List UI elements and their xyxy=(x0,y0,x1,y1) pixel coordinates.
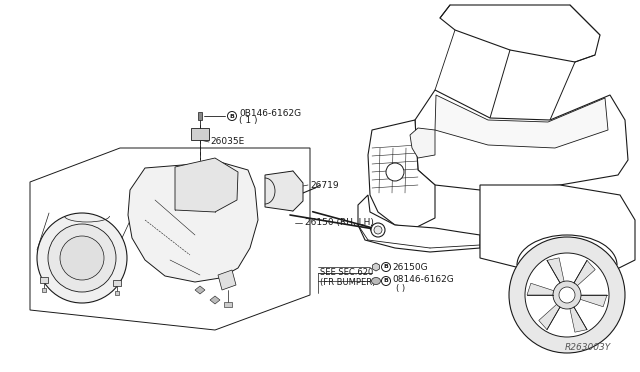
Ellipse shape xyxy=(371,278,381,285)
Bar xyxy=(198,112,202,120)
Polygon shape xyxy=(265,171,303,211)
Circle shape xyxy=(371,223,385,237)
Text: (FR BUMPER): (FR BUMPER) xyxy=(320,278,376,287)
Polygon shape xyxy=(30,148,310,330)
Polygon shape xyxy=(175,158,238,212)
Text: R263003Y: R263003Y xyxy=(565,343,611,353)
Polygon shape xyxy=(128,162,258,282)
Polygon shape xyxy=(210,296,220,304)
Circle shape xyxy=(60,236,104,280)
Polygon shape xyxy=(410,128,435,158)
Text: B: B xyxy=(383,264,388,269)
Circle shape xyxy=(227,112,237,121)
Bar xyxy=(224,302,232,307)
Bar xyxy=(40,277,48,283)
Polygon shape xyxy=(218,270,236,290)
Polygon shape xyxy=(539,304,560,330)
Circle shape xyxy=(381,263,390,272)
Text: 0B146-6162G: 0B146-6162G xyxy=(239,109,301,118)
Bar xyxy=(113,280,121,286)
Polygon shape xyxy=(579,295,607,307)
Polygon shape xyxy=(368,120,435,228)
Polygon shape xyxy=(415,90,628,190)
Text: 26719: 26719 xyxy=(310,180,339,189)
Bar xyxy=(42,288,46,292)
Polygon shape xyxy=(574,260,595,286)
Text: SEE SEC.620: SEE SEC.620 xyxy=(320,268,373,277)
Text: 08146-6162G: 08146-6162G xyxy=(392,276,454,285)
Text: B: B xyxy=(230,113,234,119)
Polygon shape xyxy=(435,95,608,148)
Circle shape xyxy=(37,213,127,303)
Polygon shape xyxy=(195,286,205,294)
Circle shape xyxy=(386,163,404,181)
Text: 26150 (RH, LH): 26150 (RH, LH) xyxy=(305,218,374,228)
Polygon shape xyxy=(570,307,587,332)
Circle shape xyxy=(374,226,382,234)
Circle shape xyxy=(559,287,575,303)
Circle shape xyxy=(525,253,609,337)
Text: ( ): ( ) xyxy=(396,285,405,294)
Circle shape xyxy=(509,237,625,353)
Polygon shape xyxy=(440,5,600,62)
Bar xyxy=(115,291,119,295)
Text: 26035E: 26035E xyxy=(210,138,244,147)
Circle shape xyxy=(381,276,390,285)
Text: B: B xyxy=(383,279,388,283)
Bar xyxy=(191,128,209,140)
Circle shape xyxy=(48,224,116,292)
Polygon shape xyxy=(480,185,635,272)
Circle shape xyxy=(553,281,581,309)
Text: ( 1 ): ( 1 ) xyxy=(239,116,257,125)
Text: 26150G: 26150G xyxy=(392,263,428,272)
Polygon shape xyxy=(358,195,480,252)
Polygon shape xyxy=(547,258,564,283)
Polygon shape xyxy=(527,283,555,295)
